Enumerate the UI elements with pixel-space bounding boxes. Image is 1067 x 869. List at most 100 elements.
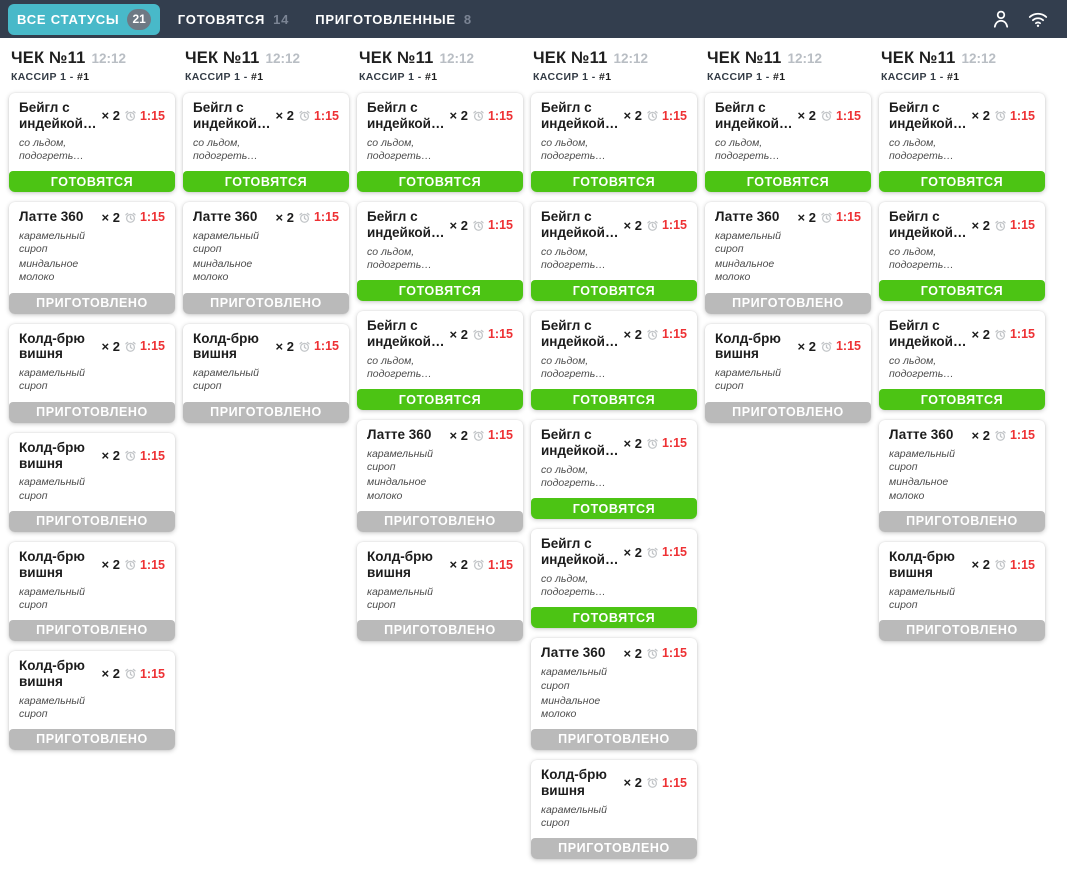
status-button-preparing[interactable]: ГОТОВЯТСЯ [9,171,175,193]
cashier-line: КАССИР 1 - #1 [533,71,695,83]
tab-preparing[interactable]: ГОТОВЯТСЯ 14 [170,7,297,32]
status-button-done[interactable]: ПРИГОТОВЛЕНО [705,401,871,423]
item-timer: 1:15 [994,428,1035,442]
status-button-done[interactable]: ПРИГОТОВЛЕНО [879,619,1045,641]
status-button-done[interactable]: ПРИГОТОВЛЕНО [531,728,697,750]
check-time: 12:12 [787,51,823,66]
tab-all-statuses[interactable]: ВСЕ СТАТУСЫ 21 [8,3,160,35]
status-button-done[interactable]: ПРИГОТОВЛЕНО [705,292,871,314]
item-timer: 1:15 [994,327,1035,341]
status-button-done[interactable]: ПРИГОТОВЛЕНО [357,619,523,641]
card-list: Бейгл с индейкой… × 2 1:15 со льдом, под… [879,93,1045,641]
order-item-card: Колд-брю вишня × 2 1:15 карамельный сиро… [183,323,349,423]
order-column: ЧЕК №11 12:12 КАССИР 1 - #1 Бейгл с инде… [879,46,1045,651]
timer-value: 1:15 [661,646,687,661]
status-button-done[interactable]: ПРИГОТОВЛЕНО [9,510,175,532]
modifier-text: миндальное молоко [19,258,79,284]
item-quantity: × 2 [101,448,120,464]
item-name: Бейгл с индейкой… [541,209,619,241]
card-list: Бейгл с индейкой… × 2 1:15 со льдом, под… [705,93,871,423]
timer-value: 1:15 [139,339,165,354]
item-quantity: × 2 [101,338,120,354]
item-modifiers: со льдом, подогреть… [9,134,175,171]
timer-value: 1:15 [1009,557,1035,572]
top-bar: ВСЕ СТАТУСЫ 21 ГОТОВЯТСЯ 14 ПРИГОТОВЛЕНН… [0,0,1067,38]
item-name: Бейгл с индейкой… [889,100,967,131]
alarm-clock-icon [472,429,485,442]
order-item-card: Латте 360 × 2 1:15 карамельный сироп минд… [357,420,523,532]
check-line: ЧЕК №11 12:12 [707,49,869,68]
item-quantity: × 2 [449,217,468,233]
status-button-done[interactable]: ПРИГОТОВЛЕНО [879,510,1045,532]
item-header-row: Бейгл с индейкой… × 2 1:15 [879,311,1045,352]
status-button-preparing[interactable]: ГОТОВЯТСЯ [879,171,1045,193]
status-button-preparing[interactable]: ГОТОВЯТСЯ [357,171,523,193]
order-ref: #1 [772,71,786,83]
item-header-row: Колд-брю вишня × 2 1:15 [357,542,523,583]
item-modifiers: со льдом, подогреть… [879,352,1045,389]
status-button-preparing[interactable]: ГОТОВЯТСЯ [531,280,697,302]
item-modifiers: со льдом, подогреть… [357,134,523,171]
status-button-done[interactable]: ПРИГОТОВЛЕНО [9,619,175,641]
item-name: Бейгл с индейкой… [367,318,445,350]
item-name: Бейгл с индейкой… [367,209,445,241]
status-button-preparing[interactable]: ГОТОВЯТСЯ [183,171,349,193]
item-header-row: Колд-брю вишня × 2 1:15 [9,542,175,583]
check-time: 12:12 [961,51,997,66]
status-button-done[interactable]: ПРИГОТОВЛЕНО [9,401,175,423]
alarm-clock-icon [646,647,659,660]
modifier-text: карамельный сироп [889,585,955,611]
status-button-preparing[interactable]: ГОТОВЯТСЯ [531,389,697,411]
timer-value: 1:15 [835,108,861,123]
item-timer: 1:15 [298,339,339,353]
timer-value: 1:15 [487,327,513,342]
item-timer: 1:15 [472,109,513,123]
status-button-preparing[interactable]: ГОТОВЯТСЯ [879,280,1045,302]
status-button-done[interactable]: ПРИГОТОВЛЕНО [9,728,175,750]
check-line: ЧЕК №11 12:12 [533,49,695,68]
status-button-done[interactable]: ПРИГОТОВЛЕНО [357,510,523,532]
modifier-text: карамельный сироп [367,448,433,474]
order-item-card: Колд-брю вишня × 2 1:15 карамельный сиро… [531,759,697,859]
status-button-preparing[interactable]: ГОТОВЯТСЯ [531,171,697,193]
item-timer: 1:15 [820,339,861,353]
alarm-clock-icon [298,211,311,224]
check-number: ЧЕК №11 [533,49,608,67]
item-timer: 1:15 [124,339,165,353]
item-name: Колд-брю вишня [19,439,85,471]
status-button-done[interactable]: ПРИГОТОВЛЕНО [183,292,349,314]
modifier-text: миндальное молоко [715,258,775,284]
item-header-row: Латте 360 × 2 1:15 [531,638,697,663]
check-line: ЧЕК №11 12:12 [359,49,521,68]
order-item-card: Бейгл с индейкой… × 2 1:15 со льдом, под… [531,93,697,193]
item-name: Латте 360 [889,427,954,443]
order-ref: #1 [250,71,264,83]
alarm-clock-icon [472,109,485,122]
user-icon[interactable] [990,8,1012,30]
alarm-clock-icon [646,219,659,232]
timer-value: 1:15 [313,339,339,354]
status-button-preparing[interactable]: ГОТОВЯТСЯ [705,171,871,193]
modifier-text: карамельный сироп [541,666,607,692]
tab-prepared[interactable]: ПРИГОТОВЛЕННЫЕ 8 [307,7,480,32]
status-button-preparing[interactable]: ГОТОВЯТСЯ [357,389,523,411]
alarm-clock-icon [298,340,311,353]
item-modifiers: со льдом, подогреть… [705,134,871,171]
status-button-done[interactable]: ПРИГОТОВЛЕНО [531,837,697,859]
tab-label: ГОТОВЯТСЯ [177,11,266,27]
card-list: Бейгл с индейкой… × 2 1:15 со льдом, под… [531,93,697,859]
status-button-done[interactable]: ПРИГОТОВЛЕНО [9,292,175,314]
item-timer: 1:15 [646,776,687,790]
status-button-preparing[interactable]: ГОТОВЯТСЯ [879,389,1045,411]
wifi-icon[interactable] [1027,8,1049,30]
status-button-preparing[interactable]: ГОТОВЯТСЯ [531,607,697,629]
status-button-done[interactable]: ПРИГОТОВЛЕНО [183,401,349,423]
status-button-preparing[interactable]: ГОТОВЯТСЯ [531,498,697,520]
item-modifiers: карамельный сироп миндальное молоко [705,227,871,293]
modifier-text: карамельный сироп [19,585,85,611]
item-modifiers: карамельный сироп [9,473,175,510]
item-header-row: Бейгл с индейкой… × 2 1:15 [531,529,697,570]
item-name: Колд-брю вишня [715,330,781,362]
modifier-text: со льдом, подогреть… [541,355,606,381]
status-button-preparing[interactable]: ГОТОВЯТСЯ [357,280,523,302]
